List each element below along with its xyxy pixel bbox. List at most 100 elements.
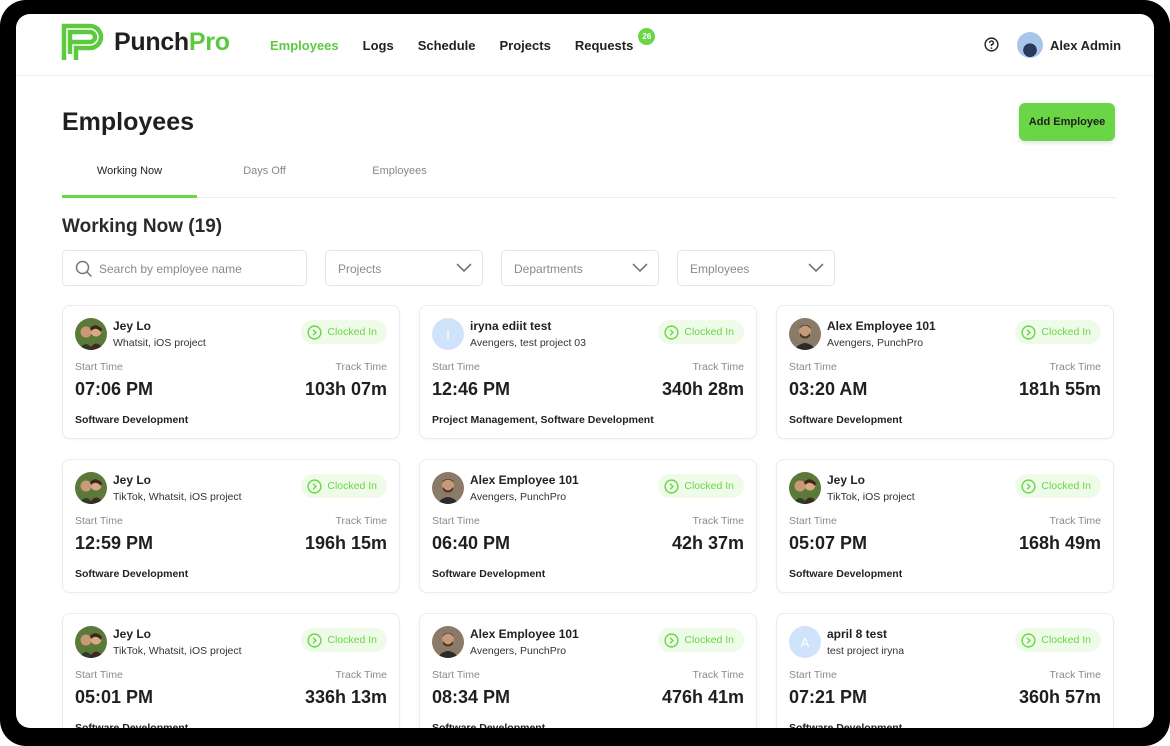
page-title: Employees bbox=[62, 108, 195, 136]
employee-avatar bbox=[789, 318, 821, 350]
start-time-value: 12:59 PM bbox=[75, 533, 154, 553]
employee-card[interactable]: I iryna ediit test Avengers, test projec… bbox=[419, 305, 757, 439]
start-time-label: Start Time bbox=[432, 361, 480, 373]
active-tab-indicator bbox=[62, 195, 197, 198]
chevron-down-icon bbox=[808, 263, 824, 273]
employee-card[interactable]: Alex Employee 101 Avengers, PunchPro Clo… bbox=[419, 613, 757, 728]
start-time-value: 05:07 PM bbox=[789, 533, 868, 553]
track-time-label: Track Time bbox=[335, 361, 387, 373]
employee-projects: Avengers, test project 03 bbox=[470, 337, 586, 349]
tab-days-off[interactable]: Days Off bbox=[243, 165, 286, 177]
start-time-value: 08:34 PM bbox=[432, 687, 511, 707]
status-badge: Clocked In bbox=[658, 628, 744, 652]
nav-projects[interactable]: Projects bbox=[499, 38, 551, 53]
employee-name: april 8 test bbox=[827, 627, 888, 641]
user-name[interactable]: Alex Admin bbox=[1050, 38, 1122, 53]
search-input[interactable] bbox=[99, 260, 299, 278]
employee-card[interactable]: Jey Lo TikTok, Whatsit, iOS project Cloc… bbox=[62, 613, 400, 728]
employee-card[interactable]: Jey Lo TikTok, Whatsit, iOS project Cloc… bbox=[62, 459, 400, 593]
track-time-value: 168h 49m bbox=[1018, 533, 1101, 553]
status-label: Clocked In bbox=[327, 480, 377, 492]
employee-avatar bbox=[432, 626, 464, 658]
status-badge: Clocked In bbox=[1015, 474, 1101, 498]
track-time-value: 360h 57m bbox=[1018, 687, 1101, 707]
track-time-label: Track Time bbox=[1049, 361, 1101, 373]
status-badge: Clocked In bbox=[1015, 628, 1101, 652]
employee-avatar bbox=[75, 472, 107, 504]
status-label: Clocked In bbox=[327, 326, 377, 338]
employee-card[interactable]: A april 8 test test project iryna Clocke… bbox=[776, 613, 1114, 728]
track-time-value: 476h 41m bbox=[661, 687, 744, 707]
status-badge: Clocked In bbox=[301, 628, 387, 652]
employee-card[interactable]: Jey Lo Whatsit, iOS project Clocked In S… bbox=[62, 305, 400, 439]
track-time-value: 103h 07m bbox=[304, 379, 387, 399]
employee-departments: Software Development bbox=[789, 414, 903, 426]
employees-dropdown[interactable]: Employees bbox=[677, 250, 835, 286]
track-time-label: Track Time bbox=[335, 669, 387, 681]
chevron-down-icon bbox=[456, 263, 472, 273]
departments-dropdown-label: Departments bbox=[514, 262, 583, 276]
status-label: Clocked In bbox=[1041, 480, 1091, 492]
employee-departments: Software Development bbox=[789, 568, 903, 580]
employee-projects: TikTok, Whatsit, iOS project bbox=[113, 645, 242, 657]
employee-departments: Software Development bbox=[75, 568, 189, 580]
nav-requests-label: Requests bbox=[574, 38, 634, 53]
track-time-value: 181h 55m bbox=[1018, 379, 1101, 399]
track-time-label: Track Time bbox=[692, 361, 744, 373]
start-time-value: 07:21 PM bbox=[789, 687, 868, 707]
status-label: Clocked In bbox=[1041, 634, 1091, 646]
brand-name: PunchPro bbox=[114, 28, 230, 56]
nav-schedule[interactable]: Schedule bbox=[417, 38, 476, 53]
employee-projects: test project iryna bbox=[827, 645, 905, 657]
start-time-label: Start Time bbox=[432, 669, 480, 681]
clock-in-icon bbox=[1021, 632, 1036, 648]
nav-employees[interactable]: Employees bbox=[270, 38, 339, 53]
top-navigation-bar: PunchPro Employees Logs Schedule Project… bbox=[16, 14, 1154, 76]
clock-in-icon bbox=[1021, 478, 1036, 494]
requests-count-badge: 26 bbox=[638, 28, 656, 45]
employees-dropdown-label: Employees bbox=[690, 262, 750, 276]
departments-dropdown[interactable]: Departments bbox=[501, 250, 659, 286]
employee-card[interactable]: Alex Employee 101 Avengers, PunchPro Clo… bbox=[419, 459, 757, 593]
track-time-value: 336h 13m bbox=[304, 687, 387, 707]
start-time-label: Start Time bbox=[432, 515, 480, 527]
employee-card[interactable]: Jey Lo TikTok, iOS project Clocked In St… bbox=[776, 459, 1114, 593]
start-time-value: 06:40 PM bbox=[432, 533, 511, 553]
app-screen: PunchPro Employees Logs Schedule Project… bbox=[16, 14, 1154, 728]
tab-employees[interactable]: Employees bbox=[372, 165, 427, 177]
track-time-label: Track Time bbox=[692, 515, 744, 527]
clock-in-icon bbox=[664, 478, 679, 494]
user-avatar[interactable] bbox=[1017, 32, 1043, 58]
start-time-label: Start Time bbox=[789, 669, 837, 681]
employee-projects: Avengers, PunchPro bbox=[470, 491, 567, 503]
employee-departments: Software Development bbox=[789, 722, 903, 728]
punchpro-logo-icon[interactable] bbox=[60, 22, 106, 62]
track-time-label: Track Time bbox=[335, 515, 387, 527]
employee-card[interactable]: Alex Employee 101 Avengers, PunchPro Clo… bbox=[776, 305, 1114, 439]
projects-dropdown-label: Projects bbox=[338, 262, 382, 276]
track-time-label: Track Time bbox=[1049, 515, 1101, 527]
search-box bbox=[62, 250, 307, 286]
projects-dropdown[interactable]: Projects bbox=[325, 250, 483, 286]
start-time-label: Start Time bbox=[789, 361, 837, 373]
help-icon[interactable] bbox=[984, 37, 999, 52]
nav-requests[interactable]: Requests 26 bbox=[574, 28, 656, 53]
start-time-value: 12:46 PM bbox=[432, 379, 511, 399]
employee-projects: Whatsit, iOS project bbox=[113, 337, 206, 349]
employee-departments: Software Development bbox=[75, 414, 189, 426]
tab-working-now[interactable]: Working Now bbox=[96, 165, 163, 177]
nav-logs[interactable]: Logs bbox=[362, 38, 394, 53]
employee-projects: TikTok, Whatsit, iOS project bbox=[113, 491, 242, 503]
search-icon bbox=[75, 260, 93, 278]
add-employee-button[interactable]: Add Employee bbox=[1019, 103, 1115, 141]
start-time-label: Start Time bbox=[75, 669, 123, 681]
employee-name: Jey Lo bbox=[113, 627, 152, 641]
start-time-label: Start Time bbox=[75, 515, 123, 527]
status-badge: Clocked In bbox=[658, 474, 744, 498]
status-label: Clocked In bbox=[684, 326, 734, 338]
employee-avatar: A bbox=[789, 626, 821, 658]
chevron-down-icon bbox=[632, 263, 648, 273]
employee-avatar: I bbox=[432, 318, 464, 350]
start-time-label: Start Time bbox=[789, 515, 837, 527]
